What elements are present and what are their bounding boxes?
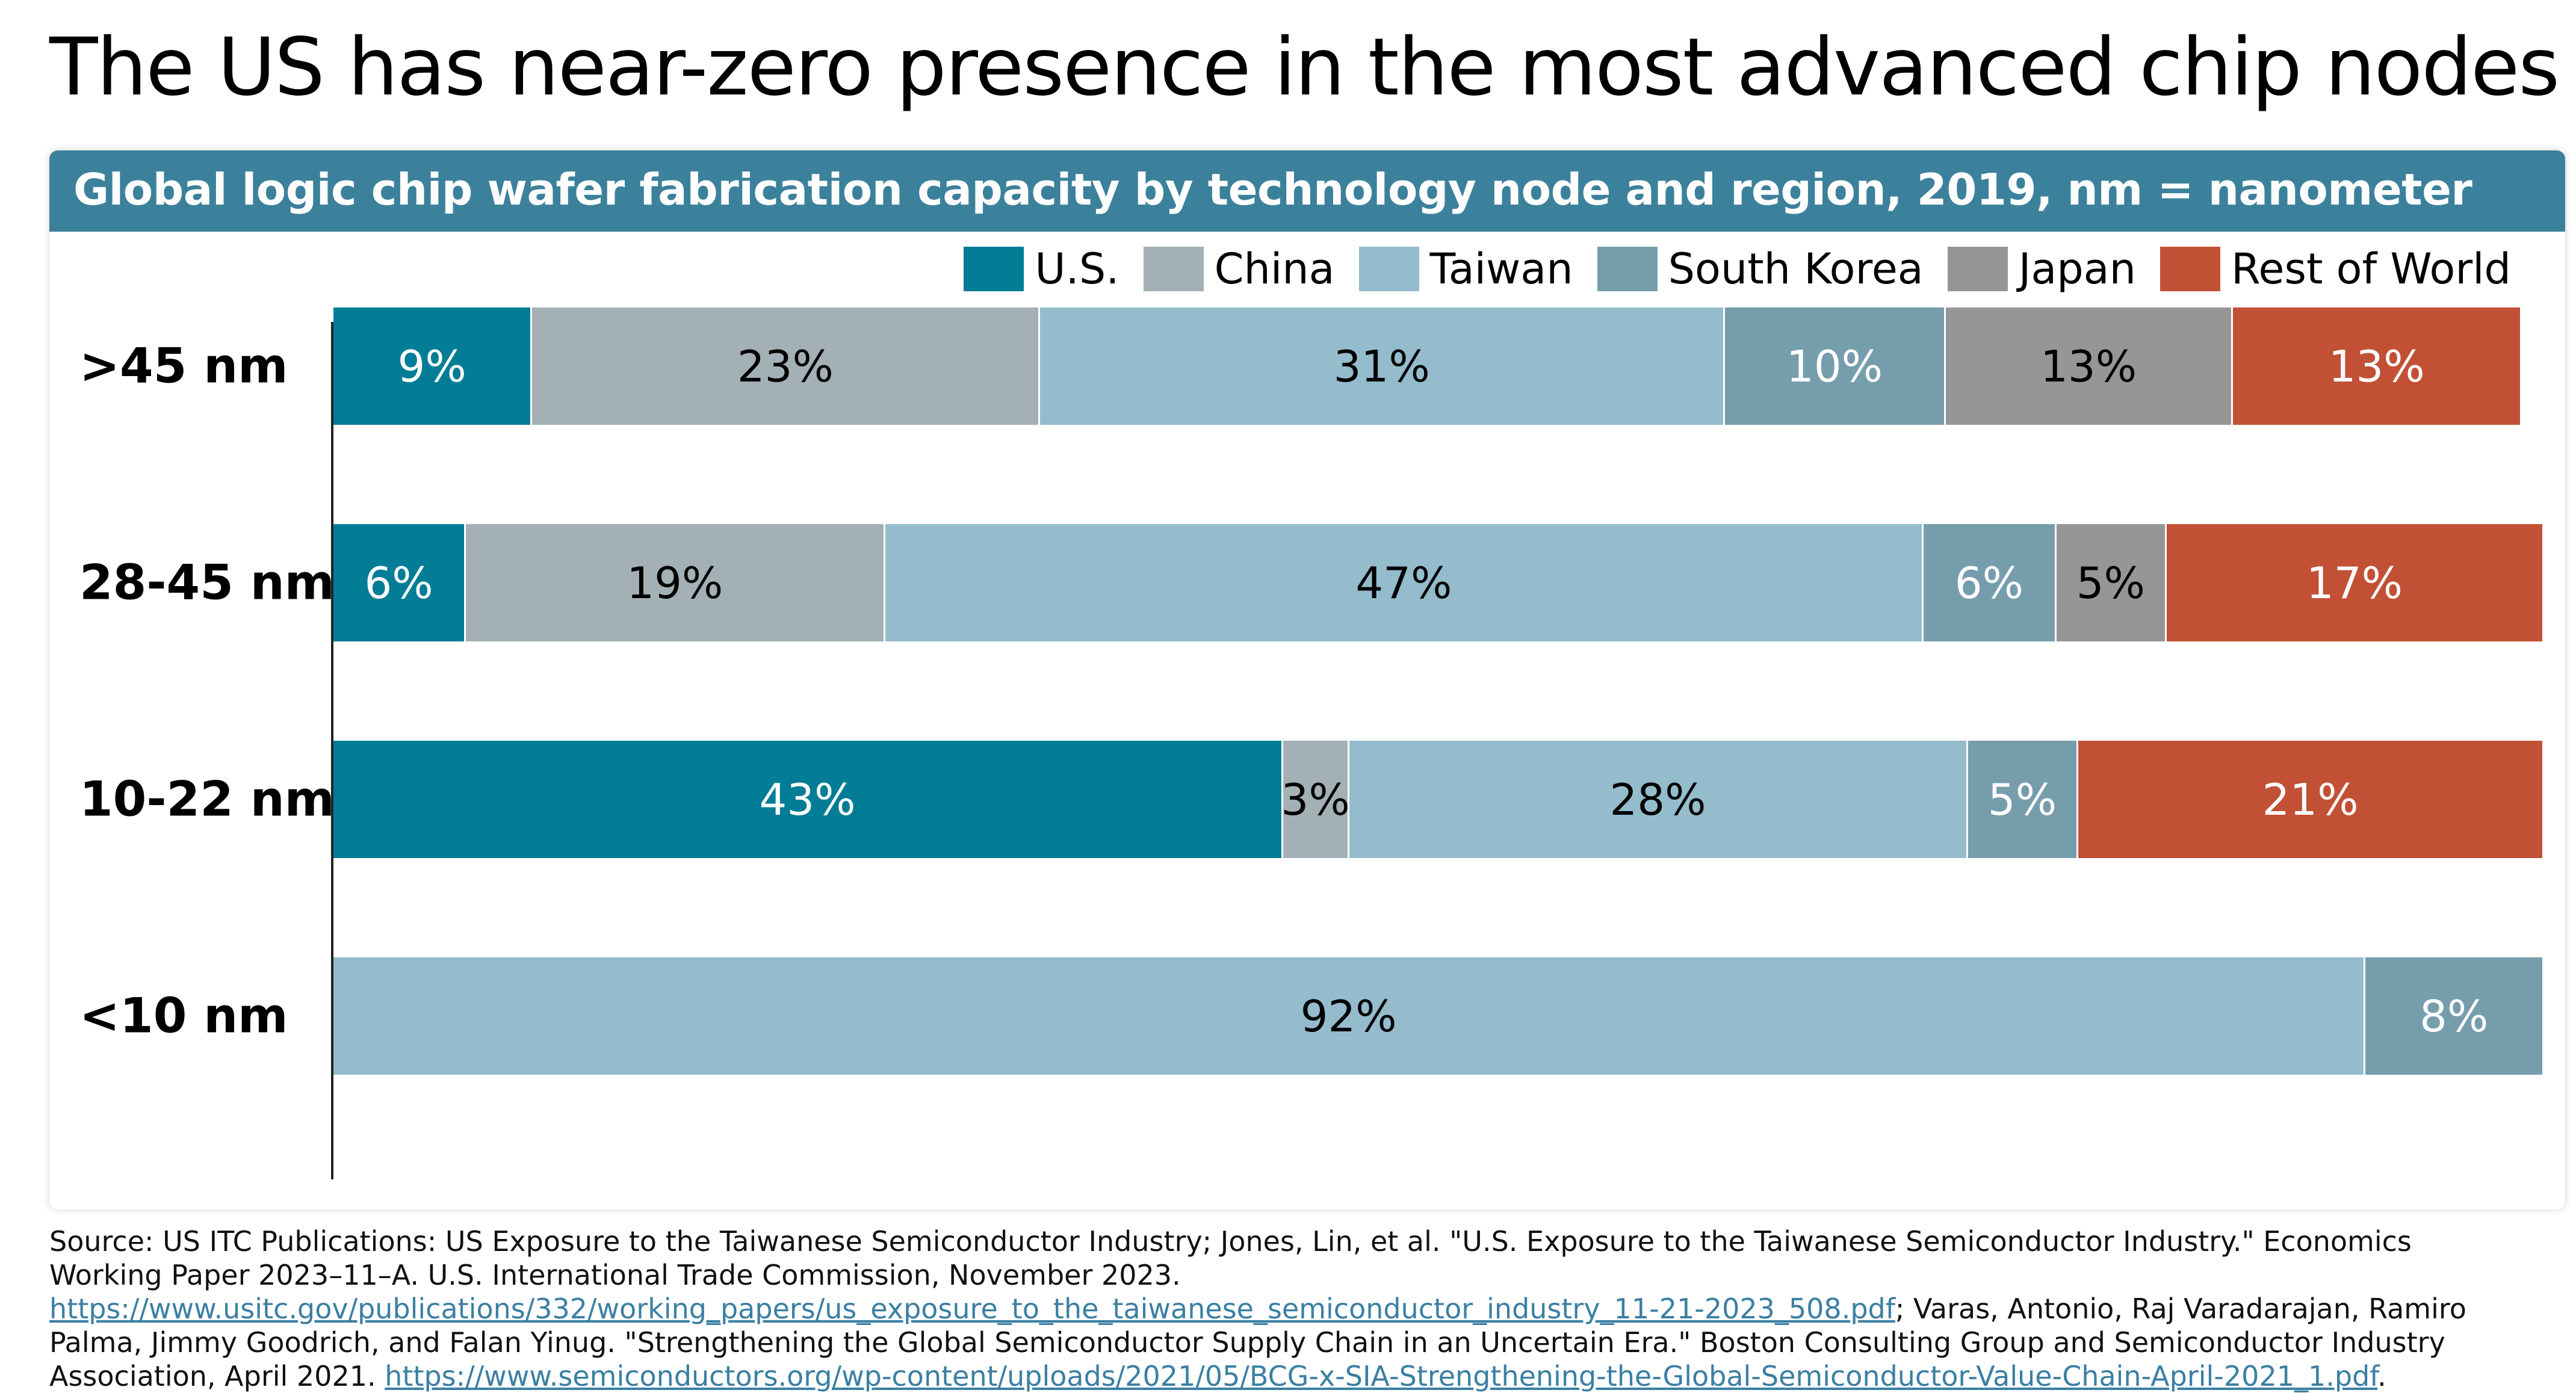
data-label: 21% xyxy=(2262,774,2359,825)
bar-segment-taiwan-4: 92% xyxy=(333,957,2366,1075)
legend-label-china: China xyxy=(1214,244,1335,294)
data-label: 5% xyxy=(1987,774,2057,825)
legend-swatch-rest-of-world xyxy=(2160,247,2220,291)
source-link-sia[interactable]: https://www.semiconductors.org/wp-conten… xyxy=(385,1360,2378,1392)
data-label: 17% xyxy=(2306,557,2403,608)
bar-segment-south-korea-3: 5% xyxy=(1968,741,2079,858)
bar-segment-china-3: 3% xyxy=(1281,741,1350,858)
category-label-3: 10-22 nm xyxy=(79,771,335,827)
bar-segment-u-s-1: 9% xyxy=(333,307,533,425)
legend-label-japan: Japan xyxy=(2018,244,2136,294)
legend-item-china: China xyxy=(1143,244,1335,294)
bar-segment-u-s-3: 43% xyxy=(333,741,1284,858)
data-label: 5% xyxy=(2076,557,2145,608)
category-label-4: <10 nm xyxy=(79,987,288,1044)
category-label-1: >45 nm xyxy=(79,338,288,394)
bar-segment-japan-2: 5% xyxy=(2056,524,2167,641)
bar-row-1: 9% 23% 31% 10% 13% 13% xyxy=(333,307,2521,425)
legend-swatch-taiwan xyxy=(1358,247,1419,291)
data-label: 28% xyxy=(1609,774,1706,825)
bar-segment-china-2: 19% xyxy=(466,524,886,641)
chart-legend: U.S. China Taiwan South Korea Japan Rest of W… xyxy=(964,247,2511,291)
data-label: 13% xyxy=(2328,341,2425,392)
main-title: The US has near-zero presence in the mos… xyxy=(49,21,2560,114)
data-label: 47% xyxy=(1355,557,1452,608)
data-label: 13% xyxy=(2040,341,2137,392)
legend-item-south-korea: South Korea xyxy=(1597,247,1924,291)
data-label: 23% xyxy=(737,341,834,392)
category-label-2: 28-45 nm xyxy=(79,554,335,611)
data-label: 6% xyxy=(364,557,433,608)
bar-segment-rest-of-world-1: 13% xyxy=(2233,307,2521,425)
bar-segment-taiwan-2: 47% xyxy=(885,524,1924,641)
chart-header-band: Global logic chip wafer fabrication capa… xyxy=(49,150,2565,232)
bar-row-3: 43% 3% 28% 5% 21% xyxy=(333,741,2542,858)
legend-label-south-korea: South Korea xyxy=(1668,244,1924,294)
source-text-3: . xyxy=(2377,1360,2386,1392)
bar-segment-south-korea-1: 10% xyxy=(1725,307,1946,425)
legend-swatch-u-s xyxy=(964,247,1024,291)
legend-label-u-s: U.S. xyxy=(1035,244,1119,294)
bar-segment-u-s-2: 6% xyxy=(333,524,466,641)
data-label: 31% xyxy=(1333,341,1430,392)
legend-swatch-japan xyxy=(1947,247,2008,291)
source-note: Source: US ITC Publications: US Exposure… xyxy=(49,1225,2529,1393)
data-label: 6% xyxy=(1954,557,2024,608)
bar-segment-south-korea-2: 6% xyxy=(1924,524,2057,641)
bar-segment-south-korea-4: 8% xyxy=(2365,957,2542,1075)
legend-item-rest-of-world: Rest of World xyxy=(2160,247,2511,291)
chart-panel: Global logic chip wafer fabrication capa… xyxy=(49,150,2565,1209)
legend-item-u-s: U.S. xyxy=(964,247,1119,291)
legend-item-taiwan: Taiwan xyxy=(1358,244,1573,294)
source-text-2: ; Varas, Antonio, Raj Varadarajan, Ramir… xyxy=(49,1293,2466,1392)
legend-swatch-south-korea xyxy=(1597,247,1658,291)
bar-segment-china-1: 23% xyxy=(532,307,1041,425)
source-text-1: Source: US ITC Publications: US Exposure… xyxy=(49,1225,2412,1291)
y-axis-line xyxy=(331,322,333,1179)
bar-segment-rest-of-world-3: 21% xyxy=(2078,741,2542,858)
source-link-usitc[interactable]: https://www.usitc.gov/publications/332/w… xyxy=(49,1293,1895,1325)
data-label: 92% xyxy=(1300,990,1397,1042)
data-label: 9% xyxy=(397,341,466,392)
data-label: 43% xyxy=(759,774,856,825)
bar-row-4: 92% 8% xyxy=(333,957,2542,1075)
data-label: 10% xyxy=(1786,341,1883,392)
bar-segment-taiwan-1: 31% xyxy=(1040,307,1726,425)
data-label: 3% xyxy=(1281,774,1350,825)
data-label: 8% xyxy=(2420,990,2489,1042)
data-label: 19% xyxy=(627,557,723,608)
legend-label-taiwan: Taiwan xyxy=(1429,244,1573,294)
bar-segment-rest-of-world-2: 17% xyxy=(2167,524,2542,641)
bar-segment-japan-1: 13% xyxy=(1946,307,2234,425)
legend-item-japan: Japan xyxy=(1947,244,2136,294)
legend-label-rest-of-world: Rest of World xyxy=(2231,244,2511,294)
chart-subtitle: Global logic chip wafer fabrication capa… xyxy=(73,164,2472,215)
bar-segment-taiwan-3: 28% xyxy=(1349,741,1968,858)
legend-swatch-china xyxy=(1143,247,1204,291)
bar-row-2: 6% 19% 47% 6% 5% 17% xyxy=(333,524,2542,641)
